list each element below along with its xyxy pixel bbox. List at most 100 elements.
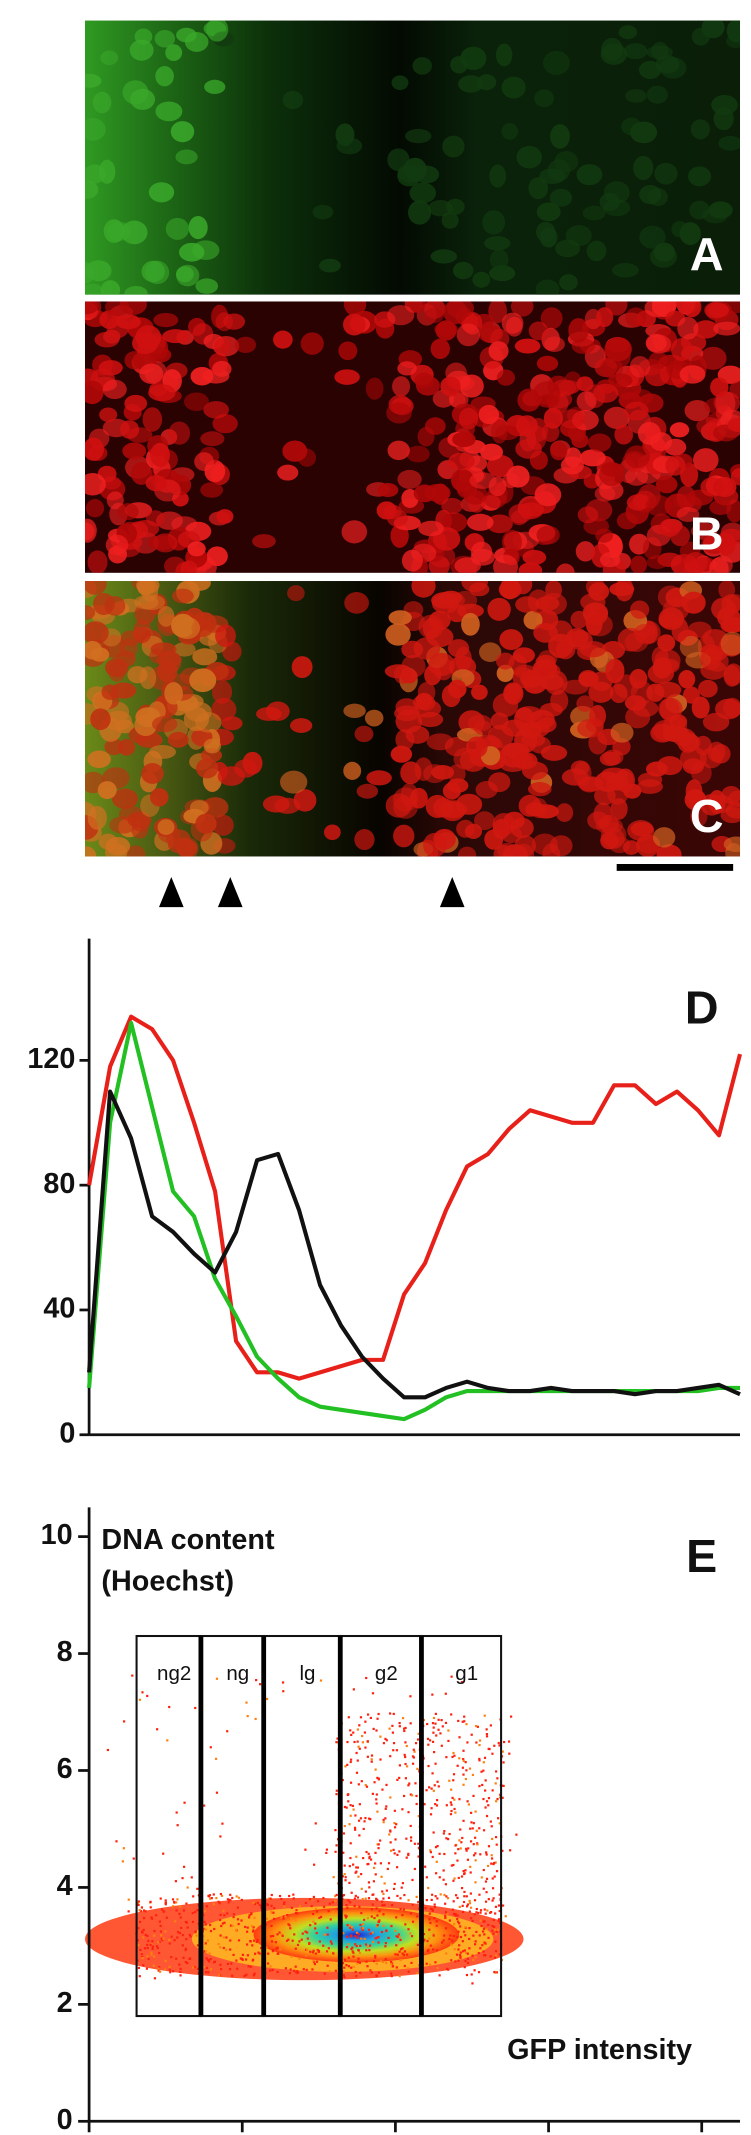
cell [466,513,494,531]
density-dot [202,1965,206,1969]
density-dot [435,1872,438,1875]
density-dot [394,1929,397,1933]
density-dot [370,1760,373,1763]
cell [599,357,624,379]
density-dot [348,1823,351,1826]
density-dot [487,1845,491,1848]
density-dot [171,1898,175,1901]
cell [609,683,628,704]
density-dot [407,1784,410,1787]
density-dot [466,1741,469,1744]
density-dot [468,1767,472,1770]
density-dot [497,1817,500,1820]
y-tick-label: 4 [57,1870,73,1902]
density-dot [493,1970,496,1974]
density-dot [359,1944,362,1947]
density-dot [149,1900,152,1903]
density-dot [122,1847,125,1850]
density-dot [509,1849,512,1852]
density-dot [456,1764,459,1767]
density-dot [375,1793,378,1796]
density-dot [289,1968,292,1971]
density-dot [434,1895,437,1898]
density-dot [354,1814,357,1817]
cell [594,771,621,792]
density-dot [182,1956,185,1959]
cell [122,442,147,460]
density-dot [252,1929,255,1932]
density-dot [363,1937,366,1940]
density-dot [489,1955,492,1958]
density-dot [487,1804,490,1807]
density-dot [269,1965,272,1968]
cell [221,716,243,731]
cell [518,562,543,573]
density-dot [411,1794,414,1797]
density-dot [465,1849,468,1852]
density-dot [151,1947,154,1950]
density-dot [358,1834,361,1837]
density-dot [442,1939,445,1942]
density-dot [464,1761,467,1764]
density-dot [350,1733,353,1737]
density-dot [281,1681,285,1684]
density-dot [342,1970,345,1973]
density-dot [497,1741,500,1745]
density-dot [491,1929,494,1932]
cell [568,318,589,343]
cell [690,805,708,827]
density-dot [435,1949,439,1952]
density-dot [343,1873,346,1876]
density-dot [270,1893,273,1897]
density-dot [431,1893,434,1896]
cell [652,827,676,848]
density-dot [191,1912,194,1915]
density-dot [410,1935,414,1938]
cell [452,431,476,448]
density-dot [374,1862,377,1865]
density-dot [183,1865,186,1868]
density-dot [368,1855,371,1858]
density-dot [362,1827,365,1831]
density-dot [357,1819,361,1822]
density-dot [495,1770,498,1773]
density-dot [159,1897,162,1900]
cell [215,624,236,648]
cell [103,219,125,243]
cell [119,301,147,315]
density-dot [310,1905,313,1908]
cell [644,363,670,387]
y-axis-title: DNA content [101,1524,275,1556]
cell [203,738,221,754]
density-dot [363,1918,366,1921]
arrowhead [439,877,465,908]
density-dot [354,1943,357,1946]
density-dot [341,1959,344,1962]
density-dot [444,1911,448,1914]
density-dot [408,1782,411,1785]
density-dot [428,1937,431,1940]
density-dot [290,1906,293,1909]
density-dot [390,1924,393,1928]
density-dot [386,1867,389,1871]
density-dot [181,1877,184,1880]
density-dot [390,1960,393,1964]
cell [700,648,722,671]
cell [571,338,595,354]
cell [100,50,119,66]
density-dot [345,1806,348,1809]
density-dot [429,1849,432,1852]
cell [84,522,95,541]
density-dot [495,1971,499,1974]
density-dot [383,1903,386,1907]
cell [457,846,477,857]
density-dot [429,1963,432,1966]
cell [138,594,166,611]
density-dot [355,1944,358,1948]
density-dot [458,1798,461,1801]
density-dot [142,1928,145,1932]
cell [441,212,459,229]
density-dot [491,1837,494,1841]
density-dot [153,1977,157,1980]
cell [496,664,514,682]
